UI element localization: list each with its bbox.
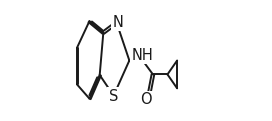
Text: N: N (113, 15, 123, 30)
Text: O: O (140, 92, 152, 107)
Text: S: S (109, 89, 118, 104)
Text: NH: NH (132, 48, 153, 63)
